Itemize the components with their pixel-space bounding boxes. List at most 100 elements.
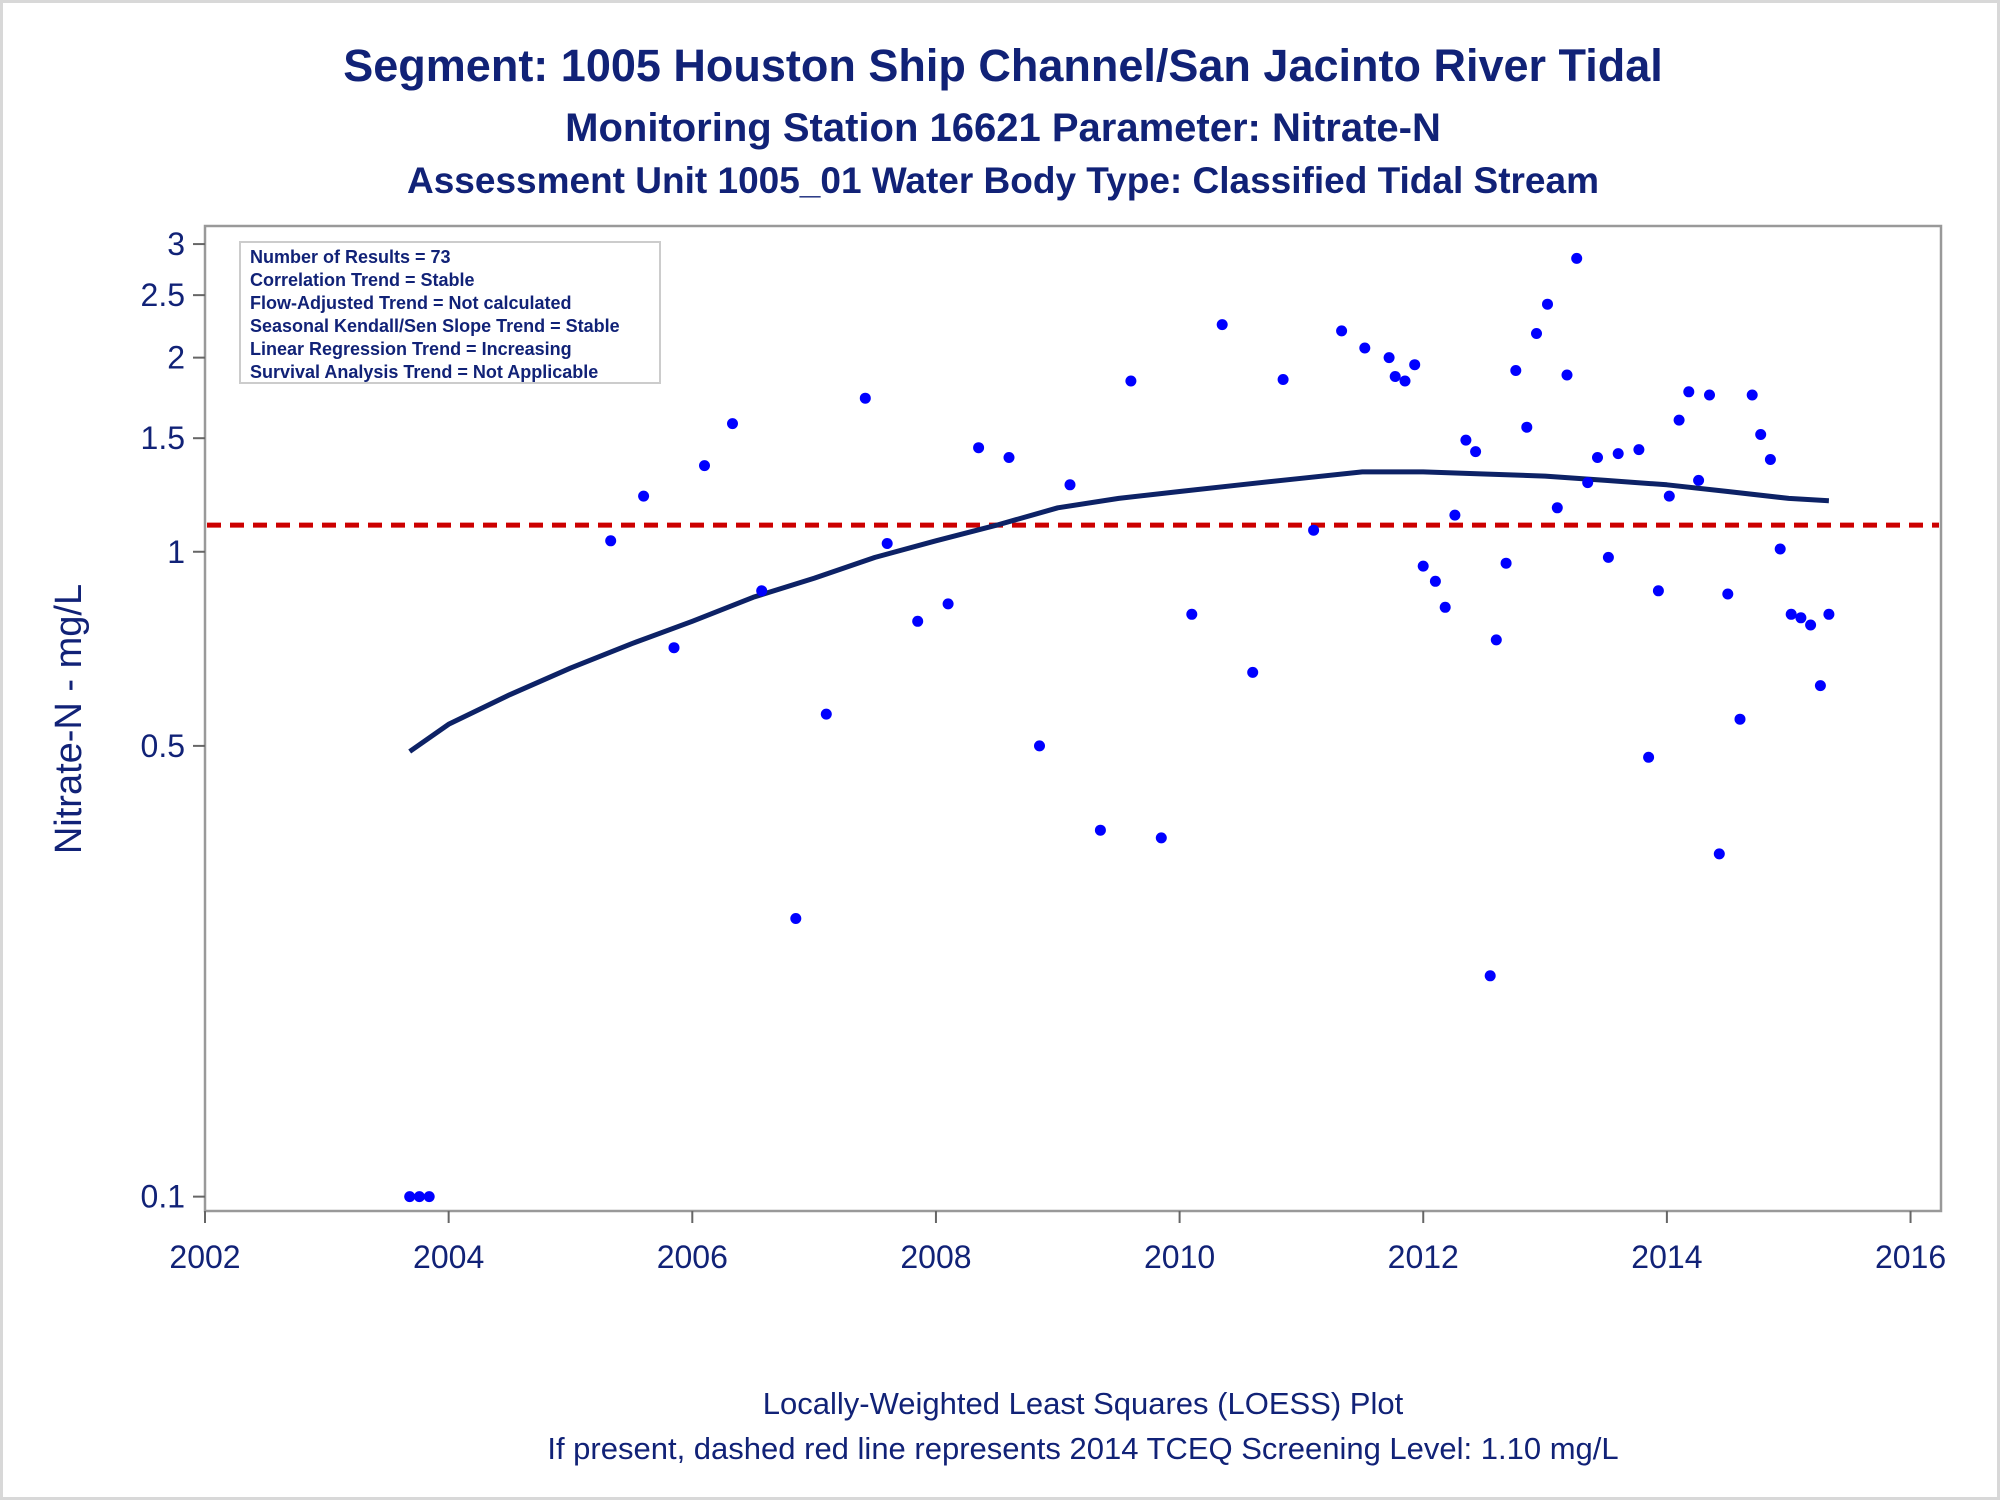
data-point — [413, 1191, 425, 1203]
x-tick-label: 2002 — [169, 1239, 240, 1275]
y-tick-label: 1.5 — [141, 420, 185, 456]
stats-line: Survival Analysis Trend = Not Applicable — [250, 362, 598, 382]
plot-area — [203, 224, 1943, 1213]
data-point — [1571, 252, 1583, 264]
data-point — [1814, 680, 1826, 692]
x-tick-label: 2012 — [1388, 1239, 1459, 1275]
data-point — [1683, 386, 1695, 398]
data-point — [1449, 509, 1461, 521]
stats-line: Flow-Adjusted Trend = Not calculated — [250, 293, 572, 313]
data-point — [1663, 490, 1675, 502]
chart-subtitle: Monitoring Station 16621 Parameter: Nitr… — [565, 106, 1441, 150]
x-tick-label: 2010 — [1144, 1239, 1215, 1275]
data-point — [1823, 608, 1835, 620]
footnote-2: If present, dashed red line represents 2… — [547, 1431, 1618, 1466]
data-point — [859, 392, 871, 404]
y-tick-label: 2.5 — [141, 277, 185, 313]
data-point — [1510, 365, 1522, 376]
y-tick-label: 1 — [167, 534, 185, 570]
data-point — [942, 598, 954, 610]
data-point — [1602, 551, 1614, 563]
data-point — [1592, 452, 1603, 463]
x-tick-label: 2006 — [657, 1239, 728, 1275]
x-tick-label: 2016 — [1875, 1239, 1946, 1275]
x-tick-label: 2008 — [900, 1239, 971, 1275]
data-point — [1277, 374, 1289, 385]
data-point — [1764, 454, 1776, 465]
data-point — [1389, 371, 1401, 382]
y-tick-label: 2 — [167, 340, 185, 376]
data-point — [1003, 452, 1015, 463]
data-point — [1383, 352, 1395, 364]
data-point — [1755, 429, 1767, 440]
data-point — [973, 442, 985, 454]
data-point — [1734, 713, 1746, 725]
stats-line: Number of Results = 73 — [250, 247, 451, 267]
data-point — [1551, 502, 1563, 514]
data-point — [1542, 298, 1553, 310]
y-tick-label: 0.5 — [141, 728, 185, 764]
data-point — [1795, 612, 1807, 624]
data-point — [1531, 328, 1542, 339]
data-point — [1693, 474, 1705, 486]
data-point — [1673, 414, 1685, 426]
data-point — [404, 1191, 416, 1203]
data-point — [1470, 446, 1482, 458]
data-point — [1704, 389, 1715, 401]
loess-curve — [408, 469, 1830, 754]
data-point — [727, 418, 738, 430]
data-point — [1359, 342, 1371, 354]
data-point — [1484, 970, 1496, 982]
data-point — [1805, 619, 1817, 631]
data-point — [790, 913, 802, 924]
data-point — [1713, 848, 1725, 860]
data-point — [1186, 608, 1198, 620]
data-point — [638, 490, 650, 502]
data-point — [1785, 608, 1797, 620]
stats-lines: Number of Results = 73 Correlation Trend … — [250, 247, 620, 382]
data-point — [1746, 389, 1758, 401]
data-point — [1155, 832, 1167, 844]
x-axis: 2002 2004 2006 2008 2010 2012 2014 2016 — [169, 1211, 1946, 1275]
stats-line: Correlation Trend = Stable — [250, 270, 475, 290]
data-point — [1652, 585, 1664, 597]
data-points — [404, 252, 1835, 1203]
x-tick-label: 2014 — [1631, 1239, 1702, 1275]
data-point — [1429, 575, 1441, 587]
chart-subtitle-2: Assessment Unit 1005_01 Water Body Type:… — [407, 160, 1599, 201]
data-point — [1612, 448, 1624, 460]
data-point — [1399, 375, 1411, 387]
data-point — [756, 585, 768, 597]
data-point — [1034, 740, 1045, 752]
data-point — [1582, 477, 1594, 489]
data-point — [1064, 479, 1076, 491]
data-point — [1460, 434, 1472, 446]
data-point — [1417, 560, 1429, 572]
footnote-1: Locally-Weighted Least Squares (LOESS) P… — [763, 1386, 1404, 1421]
data-point — [1216, 319, 1228, 331]
data-point — [423, 1191, 435, 1203]
stats-line: Linear Regression Trend = Increasing — [250, 339, 572, 359]
data-point — [1336, 325, 1348, 337]
data-point — [1409, 359, 1421, 371]
data-point — [1094, 824, 1106, 836]
data-point — [699, 460, 710, 472]
y-tick-label: 3 — [167, 226, 185, 262]
data-point — [1633, 444, 1645, 456]
nitrate-chart: Segment: 1005 Houston Ship Channel/San J… — [48, 40, 1946, 1466]
stats-box: Number of Results = 73 Correlation Trend … — [239, 241, 661, 384]
data-point — [1500, 557, 1512, 569]
data-point — [1774, 543, 1786, 555]
data-point — [1521, 421, 1533, 433]
data-point — [605, 535, 617, 547]
data-point — [1643, 751, 1655, 763]
data-point — [668, 642, 680, 654]
x-tick-label: 2004 — [413, 1239, 484, 1275]
data-point — [1125, 375, 1137, 387]
chart-title: Segment: 1005 Houston Ship Channel/San J… — [343, 40, 1662, 91]
y-axis: 0.1 0.5 1 1.5 2 2.5 3 — [141, 226, 205, 1215]
y-tick-label: 0.1 — [141, 1179, 185, 1215]
stats-line: Seasonal Kendall/Sen Slope Trend = Stabl… — [250, 316, 620, 336]
data-point — [1722, 588, 1734, 600]
